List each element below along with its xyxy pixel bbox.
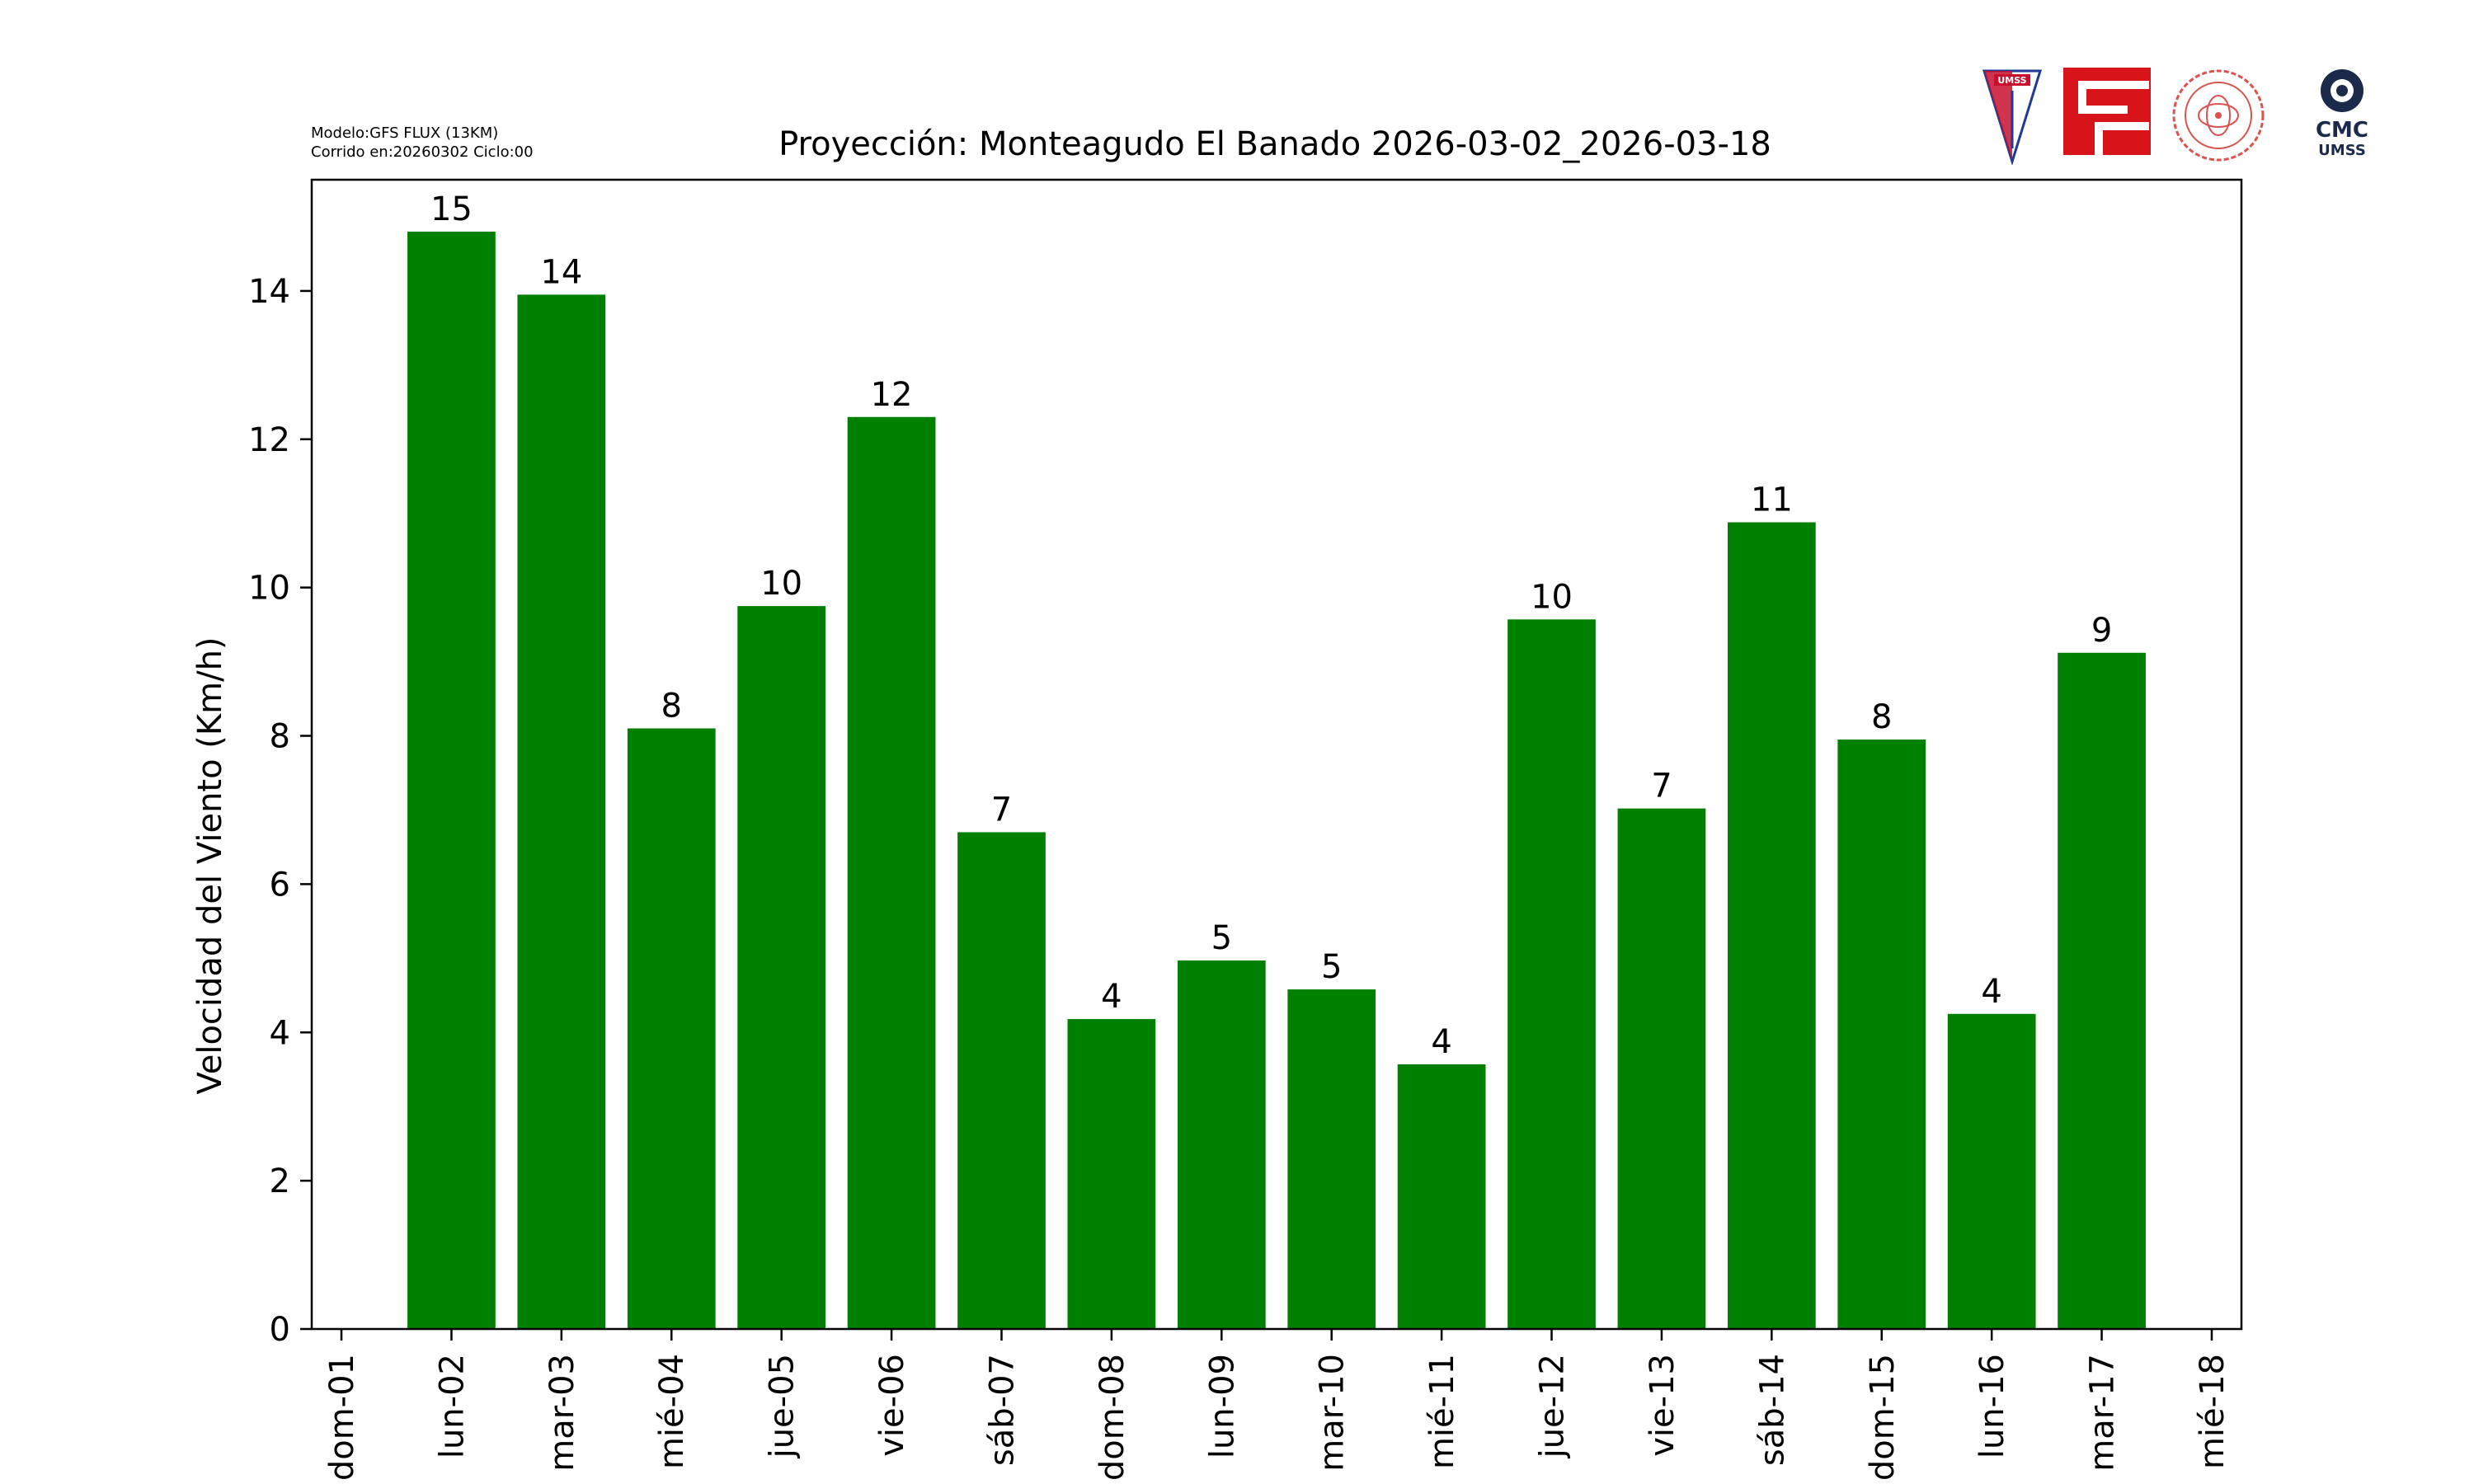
bar-mar-10 — [1287, 989, 1376, 1329]
data-label-sáb-14: 11 — [1751, 481, 1793, 519]
bar-dom-08 — [1067, 1019, 1156, 1329]
bar-lun-16 — [1947, 1013, 2036, 1329]
x-tick-label: mié-11 — [1423, 1354, 1461, 1469]
data-label-lun-09: 5 — [1211, 919, 1232, 957]
plot-frame — [310, 178, 2243, 1331]
data-label-mar-10: 5 — [1321, 948, 1342, 986]
plot-area: 15 14 8 10 12 7 4 5 5 4 10 7 11 8 4 9 0 2 4 6 8 10 12 14 dom-01 l… — [248, 178, 2243, 1481]
chart-title: Proyección: Monteagudo El Banado 2026-03… — [778, 125, 1771, 163]
bar-sáb-07 — [957, 832, 1046, 1329]
data-label-dom-15: 8 — [1871, 698, 1892, 736]
x-tick-label: dom-08 — [1094, 1354, 1131, 1481]
y-tick-label: 8 — [270, 718, 290, 756]
data-label-jue-12: 10 — [1531, 578, 1573, 616]
x-tick-label: lun-09 — [1203, 1354, 1241, 1458]
umss-shield-text: UMSS — [1997, 75, 2026, 86]
y-tick-label: 2 — [270, 1162, 290, 1200]
bar-vie-06 — [847, 416, 936, 1329]
logo-strip: UMSS CMC UMSS — [1979, 66, 2408, 173]
data-label-mar-03: 14 — [540, 253, 582, 291]
x-tick-label: mié-18 — [2194, 1354, 2232, 1469]
model-info: Modelo:GFS FLUX (13KM) Corrido en:202603… — [311, 124, 534, 162]
data-label-lun-02: 15 — [430, 190, 473, 228]
cmc-umss-logo: CMC UMSS — [2316, 69, 2368, 159]
y-tick-label: 14 — [248, 273, 290, 311]
data-label-vie-13: 7 — [1651, 768, 1672, 805]
fcyt-logo — [2063, 68, 2151, 155]
x-tick-label: sáb-07 — [983, 1354, 1021, 1466]
cmc-text: CMC — [2316, 118, 2368, 143]
y-tick-label: 4 — [270, 1014, 290, 1052]
bar-jue-05 — [737, 606, 826, 1329]
x-tick-label: mar-10 — [1314, 1354, 1352, 1472]
data-label-lun-16: 4 — [1981, 973, 2001, 1011]
x-tick-label: lun-16 — [1973, 1354, 2011, 1458]
data-label-vie-06: 12 — [871, 376, 913, 414]
x-tick-label: sáb-14 — [1753, 1354, 1791, 1466]
data-label-mié-11: 4 — [1431, 1023, 1451, 1061]
bar-mié-04 — [627, 728, 716, 1329]
bar-vie-13 — [1617, 808, 1706, 1329]
x-tick-label: jue-12 — [1534, 1354, 1572, 1458]
data-label-sáb-07: 7 — [991, 791, 1012, 829]
cmc-sub-text: UMSS — [2318, 142, 2366, 159]
y-tick-label: 6 — [270, 866, 290, 904]
y-tick-label: 12 — [248, 421, 290, 459]
y-axis-label: Velocidad del Viento (Km/h) — [191, 636, 229, 1094]
x-tick-label: mié-04 — [653, 1354, 691, 1469]
data-label-mar-17: 9 — [2091, 612, 2112, 650]
bar-mié-11 — [1397, 1064, 1486, 1329]
data-label-dom-08: 4 — [1101, 978, 1122, 1016]
bar-lun-09 — [1177, 960, 1266, 1329]
x-tick-label: lun-02 — [433, 1354, 471, 1458]
bar-sáb-14 — [1727, 522, 1816, 1329]
x-tick-label: vie-13 — [1644, 1354, 1681, 1457]
x-tick-label: dom-15 — [1864, 1354, 1902, 1481]
umss-shield-logo: UMSS — [1982, 69, 2043, 165]
bar-mar-17 — [2058, 652, 2146, 1329]
y-tick-label: 0 — [270, 1311, 290, 1349]
y-tick-label: 10 — [248, 570, 290, 608]
data-label-mié-04: 8 — [661, 688, 682, 726]
bar-dom-15 — [1837, 740, 1926, 1329]
physics-department-seal-logo — [2172, 69, 2265, 162]
x-tick-label: dom-01 — [323, 1354, 361, 1481]
x-tick-label: mar-17 — [2084, 1354, 2122, 1472]
x-tick-label: jue-05 — [764, 1354, 802, 1458]
bar-jue-12 — [1507, 619, 1596, 1329]
model-line: Modelo:GFS FLUX (13KM) — [311, 124, 499, 142]
x-tick-label: vie-06 — [873, 1354, 911, 1457]
data-label-jue-05: 10 — [760, 565, 802, 603]
run-line: Corrido en:20260302 Ciclo:00 — [311, 143, 534, 161]
bar-mar-03 — [517, 294, 606, 1329]
x-tick-label: mar-03 — [543, 1354, 581, 1472]
bar-lun-02 — [407, 231, 496, 1329]
